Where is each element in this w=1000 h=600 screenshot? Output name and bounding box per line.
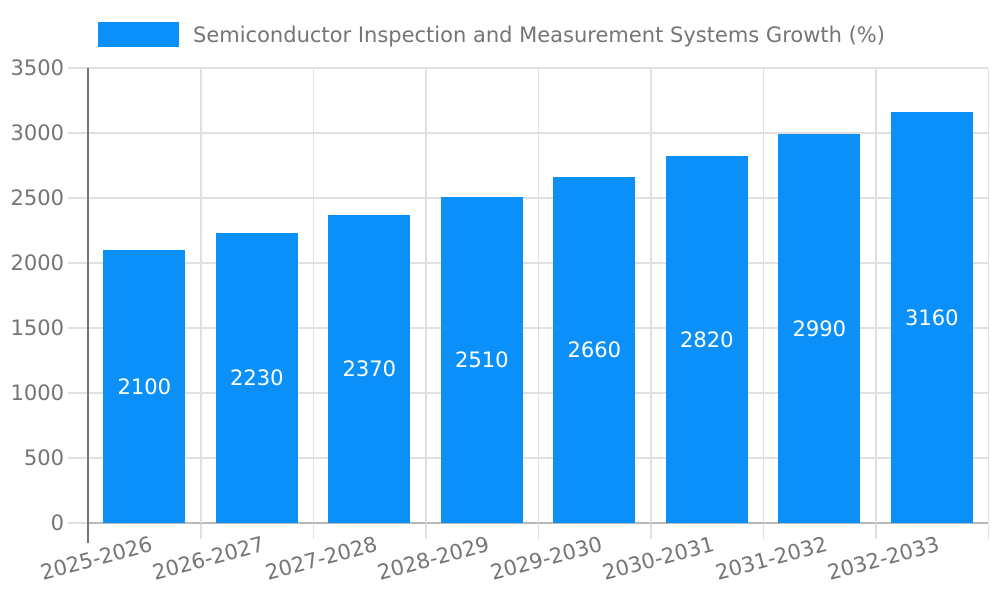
y-tick-mark	[68, 67, 88, 69]
y-tick-label: 2000	[10, 251, 64, 275]
x-tick-label: 2032-2033	[825, 532, 942, 585]
x-tick-label: 2025-2026	[37, 532, 155, 585]
y-tick-mark	[68, 392, 88, 394]
gridline-vertical	[650, 68, 652, 523]
y-tick-mark	[68, 522, 88, 524]
bar-value-label: 2100	[117, 374, 171, 399]
bar-value-label: 2230	[230, 366, 284, 390]
bar	[103, 250, 186, 523]
y-tick-label: 1000	[10, 381, 64, 405]
bar-value-label: 2660	[567, 338, 621, 362]
gridline-vertical	[762, 68, 764, 523]
x-tick-label: 2029-2030	[487, 532, 605, 585]
x-tick-label: 2028-2029	[375, 532, 492, 585]
y-tick-mark	[68, 262, 88, 264]
x-tick-label: 2026-2027	[150, 532, 267, 585]
bar-value-label: 3160	[905, 305, 959, 330]
x-tick-mark	[312, 524, 314, 539]
x-tick-mark	[425, 524, 427, 539]
bar	[440, 197, 523, 523]
gridline-vertical	[312, 68, 314, 523]
y-tick-label: 2500	[10, 186, 64, 210]
bar	[665, 156, 748, 523]
bar-value-label: 2370	[342, 357, 396, 381]
x-tick-mark	[762, 524, 764, 539]
y-tick-mark	[68, 457, 88, 459]
y-tick-label: 500	[23, 446, 64, 470]
x-tick-mark	[650, 524, 652, 539]
bar-value-label: 2820	[680, 327, 734, 352]
x-tick-mark	[537, 524, 539, 539]
bar-value-label: 2510	[455, 348, 509, 372]
x-tick-label: 2027-2028	[262, 532, 380, 585]
x-tick-mark	[200, 524, 202, 539]
y-tick-label: 1500	[10, 316, 64, 340]
legend-swatch[interactable]	[98, 22, 179, 47]
x-tick-mark	[987, 524, 989, 539]
bar	[328, 215, 411, 523]
y-tick-label: 3500	[10, 56, 64, 80]
gridline-horizontal	[88, 67, 988, 69]
x-tick-label: 2031-2032	[712, 532, 830, 585]
bar-value-label: 2990	[792, 316, 846, 341]
gridline-vertical	[200, 68, 202, 523]
chart-title[interactable]: Semiconductor Inspection and Measurement…	[193, 22, 885, 47]
gridline-vertical	[537, 68, 539, 523]
bar	[890, 112, 973, 523]
y-tick-label: 0	[50, 511, 64, 535]
y-tick-label: 3000	[10, 121, 64, 145]
gridline-vertical	[987, 68, 989, 523]
y-tick-mark	[68, 327, 88, 329]
x-tick-label: 2030-2031	[600, 532, 717, 585]
gridline-vertical	[425, 68, 427, 523]
y-tick-mark	[68, 197, 88, 199]
bar	[553, 177, 636, 523]
gridline-vertical	[875, 68, 877, 523]
legend[interactable]: Semiconductor Inspection and Measurement…	[98, 22, 885, 47]
y-tick-mark	[68, 132, 88, 134]
x-tick-mark	[875, 524, 877, 539]
y-axis-line	[87, 68, 89, 543]
bar	[215, 233, 298, 523]
bar	[778, 134, 861, 523]
